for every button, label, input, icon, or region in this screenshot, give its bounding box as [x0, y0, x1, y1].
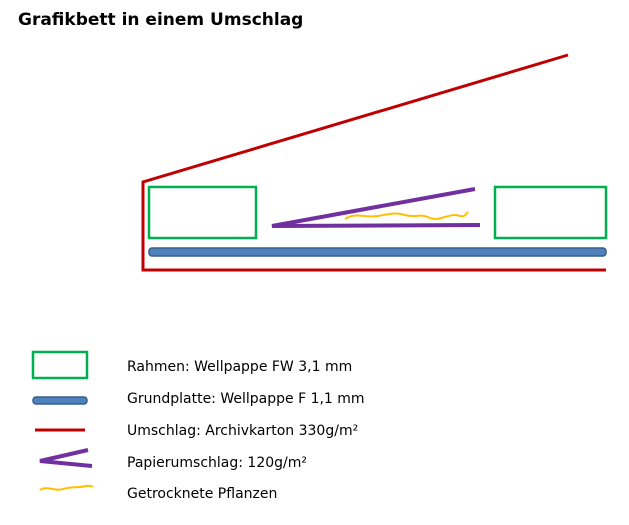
legend: Rahmen: Wellpappe FW 3,1 mm Grundplatte:… [31, 350, 365, 502]
frame-right [493, 185, 608, 240]
legend-label: Getrocknete Pflanzen [127, 486, 277, 502]
illustration [141, 53, 608, 272]
frame-left [147, 185, 258, 240]
legend-label: Grundplatte: Wellpappe F 1,1 mm [127, 391, 365, 407]
title: Grafikbett in einem Umschlag [18, 10, 303, 30]
envelope [141, 53, 606, 272]
dried-plants [344, 211, 469, 220]
legend-plants-icon [39, 484, 94, 491]
legend-paper-icon [39, 448, 93, 468]
legend-frame-icon [31, 350, 89, 380]
base-plate [148, 247, 607, 257]
legend-base-icon [32, 396, 88, 405]
legend-label: Papierumschlag: 120g/m² [127, 455, 307, 471]
legend-label: Rahmen: Wellpappe FW 3,1 mm [127, 359, 352, 375]
legend-label: Umschlag: Archivkarton 330g/m² [127, 423, 358, 439]
paper-envelope [271, 187, 481, 228]
